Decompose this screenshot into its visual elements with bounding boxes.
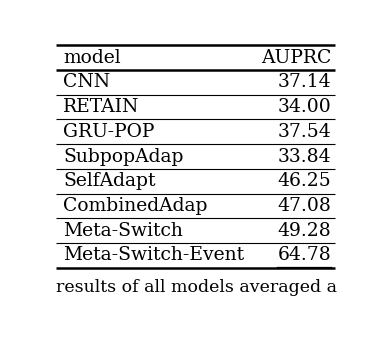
Text: CNN: CNN xyxy=(63,73,110,92)
Text: 46.25: 46.25 xyxy=(277,172,331,190)
Text: 37.14: 37.14 xyxy=(277,73,331,92)
Text: RETAIN: RETAIN xyxy=(63,98,139,116)
Text: CombinedAdap: CombinedAdap xyxy=(63,197,208,215)
Text: model: model xyxy=(63,49,121,67)
Text: 37.54: 37.54 xyxy=(277,123,331,141)
Text: results of all models averaged a: results of all models averaged a xyxy=(56,279,337,296)
Text: 49.28: 49.28 xyxy=(277,222,331,240)
Text: 34.00: 34.00 xyxy=(277,98,331,116)
Text: Meta-Switch: Meta-Switch xyxy=(63,222,183,240)
Text: Meta-Switch-Event: Meta-Switch-Event xyxy=(63,246,244,265)
Text: 33.84: 33.84 xyxy=(277,148,331,165)
Text: SelfAdapt: SelfAdapt xyxy=(63,172,156,190)
Text: AUPRC: AUPRC xyxy=(261,49,331,67)
Text: 47.08: 47.08 xyxy=(277,197,331,215)
Text: SubpopAdap: SubpopAdap xyxy=(63,148,183,165)
Text: 64.78: 64.78 xyxy=(277,246,331,265)
Text: GRU-POP: GRU-POP xyxy=(63,123,155,141)
